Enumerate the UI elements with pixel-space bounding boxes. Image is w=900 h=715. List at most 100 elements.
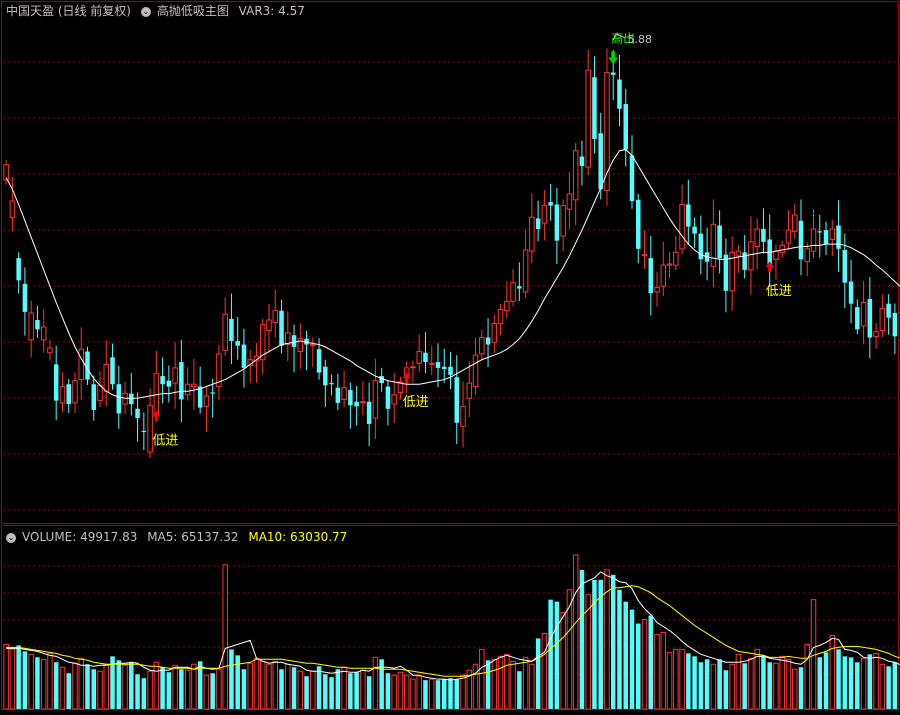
volume-bar [817, 657, 823, 709]
candle-body [548, 202, 553, 206]
volume-bar [448, 678, 453, 709]
candle-body [810, 228, 817, 252]
candle-body [598, 133, 603, 190]
chevron-down-circle-icon[interactable]: ⌄ [140, 6, 151, 17]
volume-bar [598, 579, 603, 709]
volume-bar [735, 653, 742, 710]
volume-bar [648, 615, 654, 709]
volume-bar [122, 664, 128, 710]
volume-bar [184, 669, 191, 710]
main-header: 中国天盈 (日线 前复权) ⌄ 高抛低吸主图 VAR3: 4.57 [6, 4, 311, 18]
candle-body [698, 233, 704, 260]
volume-bar [40, 658, 47, 710]
candle-body [35, 320, 40, 330]
buy-arrow-icon [402, 372, 411, 384]
candle-body [66, 384, 71, 405]
candle-body [259, 324, 266, 361]
volume-bar [103, 663, 110, 710]
volume-bar [153, 661, 160, 710]
volume-bar [842, 656, 848, 709]
volume-bar [692, 656, 697, 709]
candle-body [585, 69, 591, 168]
candle-body [679, 203, 685, 250]
candle-body [604, 72, 610, 191]
volume-bar [522, 656, 529, 710]
candle-body [229, 318, 234, 342]
volume-bar [666, 651, 673, 710]
volume-bar [855, 662, 860, 709]
volume-bar [53, 662, 59, 709]
candle-body [366, 401, 372, 424]
candle-body [379, 376, 384, 384]
candle-body [791, 214, 798, 232]
volume-bar [266, 663, 272, 710]
chevron-down-circle-icon[interactable]: ⌄ [6, 532, 16, 543]
candle-body [416, 351, 422, 364]
volume-bar [686, 653, 691, 709]
volume-bar [59, 666, 66, 710]
volume-bar [279, 669, 284, 709]
candle-body [855, 307, 860, 330]
candle-body [836, 225, 841, 249]
candle-body [354, 401, 359, 407]
volume-bar [341, 666, 347, 710]
candle-body [329, 383, 334, 385]
candle-body [191, 383, 197, 388]
volume-bar [66, 673, 71, 709]
candle-body [873, 331, 879, 337]
volume-bar [460, 674, 466, 710]
sell-arrow-icon [608, 51, 619, 65]
candle-body [297, 338, 304, 353]
candle-body [360, 401, 366, 404]
volume-bar [698, 662, 704, 709]
candle-body [410, 366, 416, 369]
var3-label: VAR3: 4.57 [238, 4, 305, 18]
candle-body [210, 392, 215, 394]
volume-bar [510, 660, 516, 710]
candle-body [754, 228, 760, 247]
volume-bar [203, 674, 210, 710]
volume-bar [316, 666, 322, 709]
candle-body [78, 348, 84, 381]
candle-body [341, 387, 347, 400]
candle-body [235, 341, 240, 346]
volume-bar [416, 675, 422, 710]
volume-bar [35, 657, 40, 709]
candle-body [761, 228, 766, 242]
candle-body [636, 199, 641, 249]
candle-body [497, 309, 504, 325]
volume-bar [253, 657, 260, 710]
candle-body [892, 313, 898, 337]
volume-bar [779, 655, 785, 710]
candle-body [541, 205, 548, 224]
candle-body [310, 344, 316, 347]
candle-body [848, 281, 854, 304]
buy-arrow-icon [152, 410, 161, 422]
candle-body [673, 251, 679, 266]
volume-bar [892, 662, 898, 709]
candle-body [53, 364, 59, 401]
volume-bar [210, 673, 215, 709]
volume-ma10-line [6, 585, 900, 677]
volume-bar [710, 663, 717, 710]
candle-body [654, 286, 660, 293]
volume-bar [497, 655, 504, 710]
volume-bar [541, 632, 548, 710]
candle-body [110, 357, 115, 385]
volume-bar [360, 669, 366, 710]
candle-body [184, 383, 191, 396]
volume-bar [804, 643, 811, 710]
candle-body [59, 386, 66, 404]
candle-body [804, 248, 811, 263]
volume-header: ⌄ VOLUME: 49917.83 MA5: 65137.32 MA10: 63… [6, 530, 353, 544]
ma10-label: MA10: 63030.77 [248, 530, 348, 544]
peak-marker-line [612, 33, 626, 41]
candle-body [423, 352, 428, 363]
candle-body [141, 430, 147, 433]
candle-body [879, 307, 886, 332]
candle-body [742, 252, 747, 270]
volume-bar [97, 670, 103, 710]
volume-bar [704, 659, 710, 709]
volume-bar [348, 673, 353, 709]
volume-bar [116, 660, 122, 709]
